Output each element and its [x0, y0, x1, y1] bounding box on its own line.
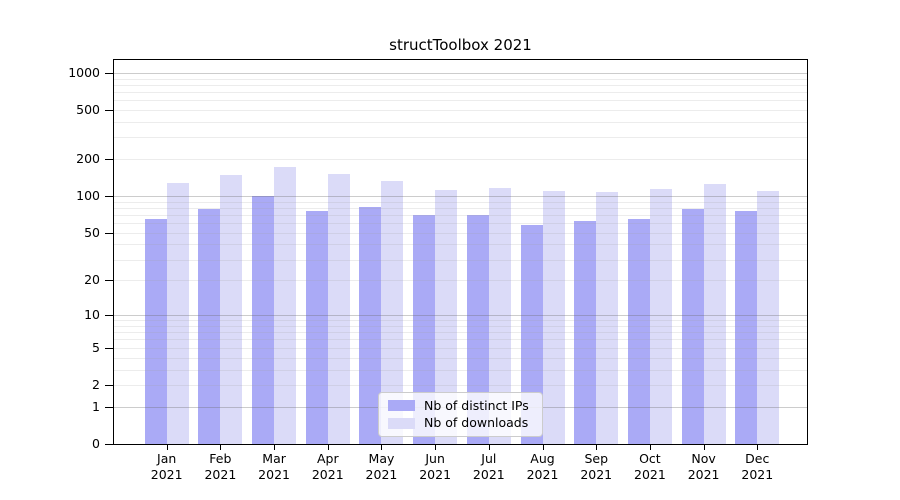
x-tick-label: Feb 2021 [204, 451, 237, 482]
bar-ips-dec [735, 211, 758, 444]
bar-ips-oct [627, 218, 650, 444]
bar-downloads-feb [220, 175, 243, 444]
x-tick-label: Aug 2021 [526, 451, 559, 482]
y-tick-mark [105, 280, 113, 282]
x-tick-mark [327, 445, 329, 450]
x-tick-label: Jan 2021 [150, 451, 183, 482]
y-tick-mark [105, 347, 113, 349]
bar-downloads-aug [542, 190, 565, 444]
y-tick-mark [105, 315, 113, 317]
bar-ips-mar [252, 196, 275, 444]
bar-downloads-mar [274, 166, 297, 444]
x-tick-mark [166, 445, 168, 450]
legend-label: Nb of downloads [424, 415, 529, 431]
bar-downloads-jul [488, 187, 511, 444]
y-tick-mark [105, 384, 113, 386]
bar-downloads-may [381, 180, 404, 444]
legend-item-downloads: Nb of downloads [388, 416, 533, 430]
x-tick-mark [703, 445, 705, 450]
x-tick-label: Jun 2021 [419, 451, 452, 482]
y-tick-label: 500 [76, 102, 100, 118]
bar-ips-aug [520, 224, 543, 444]
bar-downloads-sep [596, 191, 619, 444]
y-tick-label: 50 [84, 224, 100, 240]
legend-item-distinct-ips: Nb of distinct IPs [388, 397, 533, 413]
legend-swatch-downloads [388, 417, 415, 429]
y-tick-label: 1 [92, 398, 100, 414]
x-tick-mark [596, 445, 598, 450]
x-tick-mark [274, 445, 276, 450]
bar-downloads-dec [757, 190, 780, 444]
bar-downloads-oct [649, 189, 672, 444]
x-tick-mark [381, 445, 383, 450]
x-tick-label: Sep 2021 [580, 451, 613, 482]
y-tick-label: 1000 [68, 64, 100, 80]
legend-swatch-distinct-ips [388, 400, 415, 412]
y-tick-mark [105, 159, 113, 161]
x-tick-mark [757, 445, 759, 450]
x-tick-mark [649, 445, 651, 450]
bars-layer [114, 60, 807, 444]
y-tick-mark [105, 406, 113, 408]
x-tick-mark [220, 445, 222, 450]
chart-title: structToolbox 2021 [389, 36, 532, 54]
x-tick-label: Dec 2021 [741, 451, 774, 482]
y-tick-label: 2 [92, 376, 100, 392]
bar-ips-feb [198, 209, 221, 444]
bar-downloads-jun [435, 190, 458, 444]
x-tick-label: Nov 2021 [687, 451, 720, 482]
bar-ips-jan [144, 218, 167, 444]
y-tick-label: 10 [84, 307, 100, 323]
x-tick-label: May 2021 [365, 451, 398, 482]
bar-ips-sep [574, 221, 597, 444]
y-tick-mark [105, 196, 113, 198]
bar-ips-may [359, 206, 382, 444]
y-tick-label: 20 [84, 272, 100, 288]
bar-ips-jun [413, 214, 436, 444]
bar-ips-nov [681, 209, 704, 444]
x-tick-label: Oct 2021 [634, 451, 666, 482]
plot-area [113, 59, 808, 445]
y-tick-label: 200 [76, 151, 100, 167]
x-tick-label: Jul 2021 [472, 451, 505, 482]
legend-label: Nb of distinct IPs [424, 397, 529, 413]
x-tick-mark [488, 445, 490, 450]
x-tick-mark [435, 445, 437, 450]
y-tick-mark [105, 72, 113, 74]
x-tick-label: Apr 2021 [311, 451, 344, 482]
legend: Nb of distinct IPs Nb of downloads [378, 392, 543, 437]
y-tick-mark [105, 110, 113, 112]
y-tick-label: 100 [76, 188, 100, 204]
y-tick-label: 0 [92, 436, 100, 451]
bar-downloads-apr [327, 174, 350, 444]
y-tick-label: 5 [92, 339, 100, 355]
bar-ips-jul [466, 214, 489, 444]
bar-downloads-nov [703, 184, 726, 444]
x-tick-mark [542, 445, 544, 450]
bar-downloads-jan [166, 182, 189, 444]
y-tick-mark [105, 232, 113, 234]
x-tick-label: Mar 2021 [258, 451, 290, 482]
y-tick-mark [105, 444, 113, 445]
bar-ips-apr [305, 210, 328, 444]
